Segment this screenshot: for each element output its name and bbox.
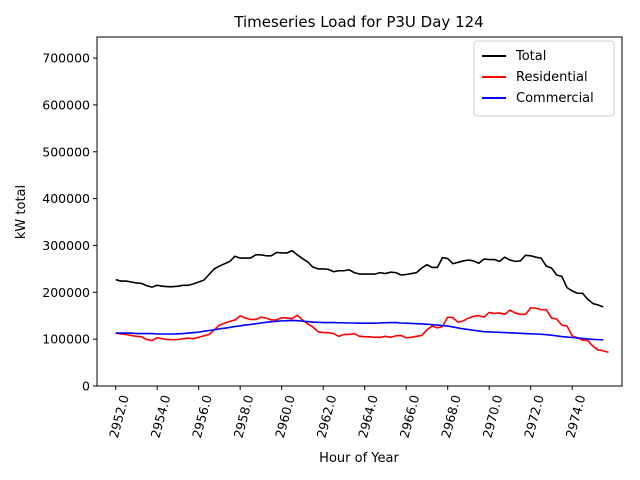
x-axis-label: Hour of Year bbox=[319, 451, 399, 466]
x-tick-label: 2964.0 bbox=[355, 393, 381, 439]
legend-label-total: Total bbox=[515, 49, 546, 64]
series-line-commercial bbox=[115, 319, 604, 341]
series-line-total bbox=[115, 249, 604, 308]
series-lines bbox=[115, 249, 609, 354]
series-line-residential bbox=[115, 306, 609, 354]
x-tick-label: 2954.0 bbox=[148, 393, 174, 439]
y-axis-label: kW total bbox=[14, 185, 29, 239]
tick-labels: 2952.0 2954.0 2956.0 2958.0 2960.0 2962.0 2964… bbox=[42, 51, 588, 440]
y-tick-label: 300000 bbox=[42, 238, 90, 253]
legend-label-residential: Residential bbox=[516, 70, 588, 85]
y-tick-label: 200000 bbox=[42, 285, 90, 300]
x-tick-label: 2974.0 bbox=[563, 393, 589, 439]
x-tick-label: 2972.0 bbox=[521, 393, 547, 439]
x-tick-label: 2952.0 bbox=[106, 393, 132, 439]
legend: Total Residential Commercial bbox=[473, 40, 615, 117]
legend-label-commercial: Commercial bbox=[516, 91, 594, 106]
y-tick-label: 600000 bbox=[42, 97, 90, 112]
y-tick-label: 500000 bbox=[42, 144, 90, 159]
y-tick-label: 0 bbox=[82, 379, 90, 394]
x-tick-label: 2956.0 bbox=[189, 393, 215, 439]
y-tick-label: 400000 bbox=[42, 191, 90, 206]
y-tick-label: 100000 bbox=[42, 332, 90, 347]
plot-border bbox=[96, 36, 623, 387]
chart-title: Timeseries Load for P3U Day 124 bbox=[233, 13, 483, 31]
x-tick-label: 2958.0 bbox=[231, 393, 257, 439]
x-tick-label: 2968.0 bbox=[438, 393, 464, 439]
x-tick-label: 2960.0 bbox=[272, 393, 298, 439]
x-tick-label: 2962.0 bbox=[314, 393, 340, 439]
y-tick-label: 700000 bbox=[42, 51, 90, 66]
legend-box bbox=[473, 40, 615, 117]
plot-area bbox=[96, 36, 623, 387]
x-tick-label: 2970.0 bbox=[480, 393, 506, 439]
x-tick-label: 2966.0 bbox=[397, 393, 423, 439]
axis-ticks bbox=[93, 57, 573, 390]
